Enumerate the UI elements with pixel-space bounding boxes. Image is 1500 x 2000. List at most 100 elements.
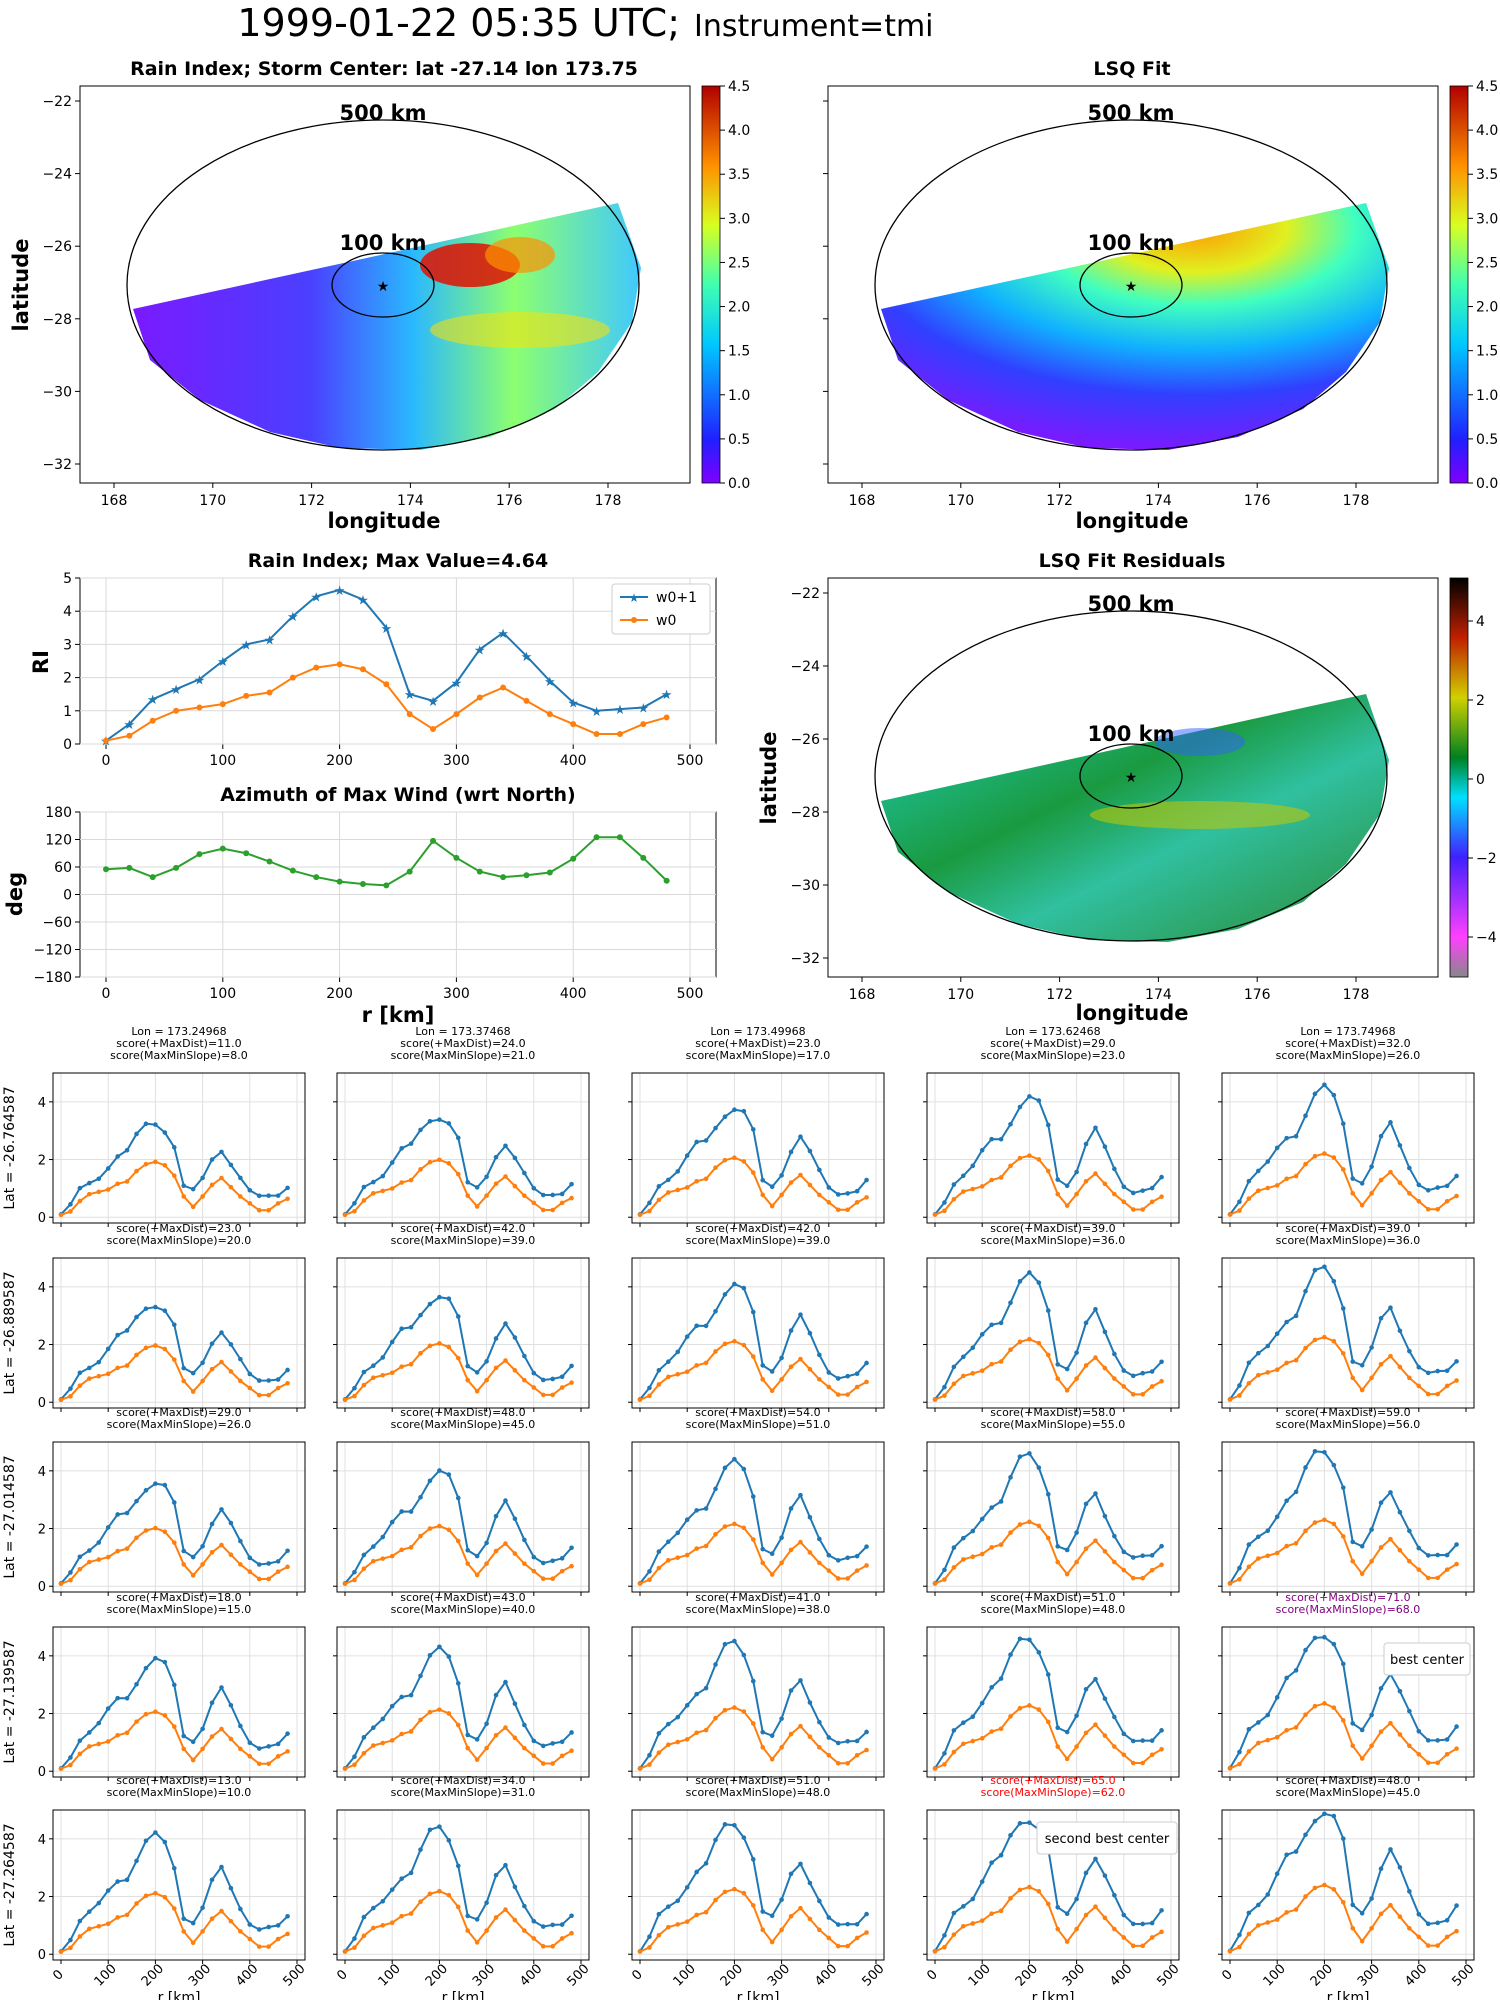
panel-w0p1-point — [1416, 1728, 1422, 1734]
colorbar-tick-label: 2.5 — [728, 255, 750, 271]
panel-frame — [1221, 1257, 1475, 1409]
panel-w0-point — [1036, 1888, 1042, 1894]
panel-frame — [631, 1626, 885, 1778]
colorbar-tick-label: −2 — [1476, 851, 1497, 867]
panel-w0p1-point — [200, 1905, 205, 1911]
panel-w0p1-point — [96, 1900, 102, 1906]
panel-w0-point — [1055, 1744, 1061, 1749]
panel-w0p1-point — [134, 1681, 139, 1687]
panel-w0-point — [455, 1904, 461, 1910]
panel-w0p1-point — [1274, 1695, 1280, 1700]
panel-w0-point — [115, 1181, 120, 1187]
panel-w0p1-point — [998, 1136, 1004, 1142]
panel-w0p1-point — [134, 1498, 139, 1504]
panel-w0-point — [1303, 1894, 1308, 1899]
panel-w0p1-point — [1083, 1686, 1089, 1692]
panel-w0-point — [465, 1928, 471, 1933]
panel-w0-point — [209, 1734, 215, 1739]
data-point-star: ★ — [170, 683, 182, 698]
panel-w0-point — [285, 1564, 290, 1570]
x-tick-label: 200 — [326, 986, 353, 1002]
panel-w0p1-point — [942, 1567, 947, 1573]
panel-w0p1-point — [1350, 1359, 1356, 1364]
panel-w0p1-point — [656, 1184, 662, 1189]
panel-w0p1-point — [503, 1679, 508, 1685]
panel-w0-point — [1265, 1185, 1271, 1191]
panel-w0p1-point — [1416, 1182, 1422, 1188]
panel-w0-point — [666, 1190, 671, 1195]
panel-w0p1-point — [1093, 1856, 1098, 1862]
panel-w0p1-point — [162, 1308, 168, 1314]
panel-w0p1-point — [1359, 1181, 1365, 1186]
panel-w0-point — [181, 1194, 187, 1199]
panel-w0-point — [361, 1382, 367, 1388]
panel-w0-point — [713, 1897, 718, 1903]
panel-score-maxdist: score(+MaxDist)=48.0 — [1285, 1774, 1410, 1787]
panel-w0p1-point — [942, 1933, 947, 1938]
panel-w0-point — [455, 1171, 461, 1177]
panel-w0p1-point — [1237, 1749, 1242, 1755]
panel-w0-point — [1416, 1199, 1422, 1204]
panel-w0p1-point — [437, 1117, 442, 1122]
panel-w0-point — [512, 1183, 518, 1189]
panel-w0p1-point — [722, 1292, 728, 1297]
panel-w0p1-point — [266, 1744, 271, 1749]
panel-w0p1-point — [87, 1730, 92, 1735]
res-ring-100km — [1079, 743, 1183, 809]
panel-w0-point — [1112, 1926, 1117, 1932]
panel-w0-point — [484, 1745, 489, 1751]
panel-w0-point — [1331, 1887, 1337, 1892]
panel-w0p1-point — [171, 1865, 177, 1871]
panel-w0-point — [371, 1375, 376, 1381]
panel-w0p1-point — [190, 1920, 196, 1926]
panel-w0-point — [1435, 1575, 1440, 1581]
panel-w0-point — [864, 1379, 869, 1385]
panel-w0-point — [522, 1561, 527, 1566]
panel-w0-point — [1074, 1744, 1079, 1749]
panel-w0-point — [238, 1746, 243, 1752]
panel-score-maxdist: score(+MaxDist)=32.0 — [1285, 1037, 1410, 1050]
panel-x-tick-label: 400 — [1402, 1961, 1430, 1989]
data-point-star: ★ — [497, 627, 509, 642]
panel-w0-point — [1055, 1376, 1061, 1381]
panel-w0p1-point — [779, 1535, 784, 1540]
panel-x-tick-label: 500 — [859, 1961, 887, 1989]
panel-w0-point — [845, 1576, 850, 1581]
panel-w0p1-point — [1265, 1712, 1271, 1718]
panel-w0-point — [760, 1927, 766, 1933]
panel-w0-point — [228, 1552, 234, 1558]
panel-w0p1-line — [934, 1637, 1163, 1769]
data-point — [430, 837, 437, 844]
panel-x-tick-label: 300 — [1060, 1961, 1088, 1989]
panel-score-maxdist: score(+MaxDist)=41.0 — [695, 1591, 820, 1604]
data-point — [103, 866, 109, 873]
panel-w0p1-point — [656, 1367, 662, 1373]
panel-w0p1-point — [1265, 1343, 1271, 1349]
panel-w0p1-point — [1303, 1465, 1308, 1470]
panel-lon-label: Lon = 173.62468 — [1005, 1025, 1100, 1038]
panel-w0-point — [942, 1762, 947, 1767]
panel-w0-point — [1340, 1167, 1346, 1172]
panel-w0p1-point — [493, 1872, 499, 1878]
panel-w0-point — [427, 1891, 433, 1897]
panel-w0-point — [1435, 1206, 1440, 1212]
panel-w0p1-point — [1322, 1082, 1327, 1088]
colorbar-tick-label: 2.0 — [1476, 300, 1498, 316]
panel-w0-point — [446, 1711, 452, 1716]
panel-w0p1-point — [1083, 1870, 1089, 1876]
panel-w0-point — [675, 1922, 681, 1927]
panel-w0-point — [1227, 1949, 1233, 1954]
panel-w0p1-point — [1149, 1553, 1155, 1558]
panel-w0-point — [1454, 1561, 1459, 1567]
panel-w0p1-point — [531, 1185, 537, 1191]
panel-w0-point — [1149, 1384, 1155, 1389]
y-tick-label: 0 — [63, 737, 72, 753]
panel-w0-point — [1322, 1882, 1327, 1888]
y-tick-label: 1 — [63, 704, 72, 720]
panel-w0p1-point — [238, 1356, 243, 1362]
panel-w0-point — [1274, 1183, 1280, 1188]
panel-w0p1-point — [732, 1281, 737, 1287]
panel-w0p1-point — [854, 1553, 860, 1559]
panel-w0p1-point — [408, 1870, 414, 1876]
panel-w0-point — [503, 1358, 508, 1363]
